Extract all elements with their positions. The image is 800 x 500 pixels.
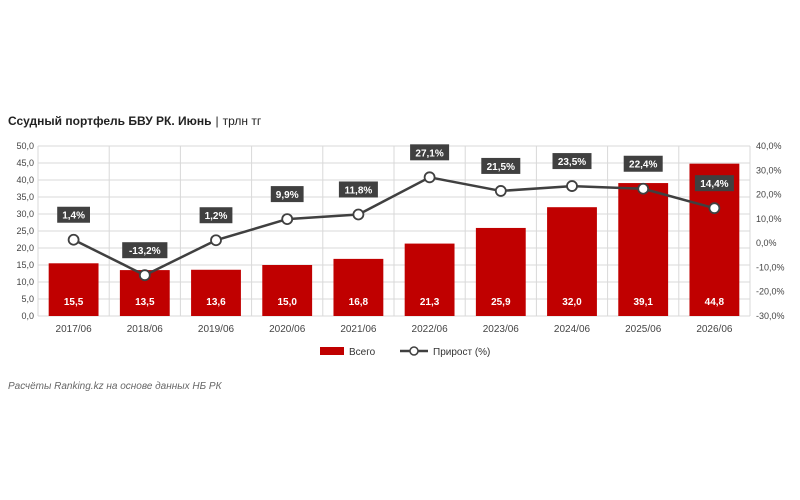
chart-title-main: Ссудный портфель БВУ РК. Июнь <box>8 114 212 128</box>
growth-value-label: 14,4% <box>700 179 728 190</box>
y-left-tick: 40,0 <box>16 175 34 185</box>
y-right-tick: -30,0% <box>756 311 785 321</box>
growth-value-label: 23,5% <box>558 157 586 168</box>
y-left-tick: 35,0 <box>16 192 34 202</box>
source-note: Расчёты Ranking.kz на основе данных НБ Р… <box>8 381 222 392</box>
y-right-tick: 10,0% <box>756 214 782 224</box>
growth-value-label: 22,4% <box>629 160 657 171</box>
growth-value-label: 21,5% <box>487 162 515 173</box>
bar <box>262 265 313 316</box>
x-axis: 2017/06 2018/06 2019/06 2020/06 2021/06 2022/… <box>56 324 733 335</box>
growth-marker <box>566 180 578 192</box>
growth-line <box>73 176 715 277</box>
growth-label-box <box>122 242 168 259</box>
bar-value-label: 44,8 <box>705 297 725 308</box>
bar-value-label: 21,3 <box>420 297 440 308</box>
growth-label-box <box>57 206 90 223</box>
bar <box>475 227 526 316</box>
y-left-tick: 5,0 <box>21 294 34 304</box>
chart-title: Ссудный портфель БВУ РК. Июнь | трлн тг <box>8 114 261 128</box>
y-right-tick: 40,0% <box>756 141 782 151</box>
y-left-tick: 0,0 <box>21 311 34 321</box>
x-tick-label: 2021/06 <box>340 324 377 335</box>
growth-value-label: 11,8% <box>344 185 372 196</box>
legend-label-total: Всего <box>349 347 376 358</box>
x-tick-label: 2026/06 <box>696 324 733 335</box>
y-left-tick: 10,0 <box>16 277 34 287</box>
growth-marker <box>352 208 365 221</box>
growth-label-box <box>694 175 734 192</box>
y-left-tick: 20,0 <box>16 243 34 253</box>
y-right-tick: -10,0% <box>756 262 785 272</box>
line-series: 1,4% -13,2% 1,2% 9,9% 11,8% 27,1% 21,5% 23,5% 22… <box>57 144 734 282</box>
legend-label-growth: Прирост (%) <box>433 347 490 358</box>
y-right-tick: 30,0% <box>756 165 782 175</box>
x-tick-label: 2024/06 <box>554 324 591 335</box>
growth-label-box <box>481 157 521 174</box>
growth-label-box <box>552 153 592 170</box>
y-left-tick: 30,0 <box>16 209 34 219</box>
x-tick-label: 2025/06 <box>625 324 662 335</box>
y-right-tick: -20,0% <box>756 287 785 297</box>
bar <box>191 269 241 316</box>
x-tick-label: 2023/06 <box>483 324 520 335</box>
x-tick-label: 2019/06 <box>198 324 235 335</box>
y-right-tick: 20,0% <box>756 190 782 200</box>
y-left-tick: 15,0 <box>16 260 34 270</box>
growth-label-box <box>270 186 304 203</box>
bar-value-label: 39,1 <box>633 297 653 308</box>
bar-value-label: 15,5 <box>64 297 84 308</box>
growth-marker <box>637 182 650 195</box>
growth-value-label: 9,9% <box>276 190 299 201</box>
x-tick-label: 2018/06 <box>127 324 164 335</box>
bar-series: 15,5 13,5 13,6 15,0 16,8 21,3 25,9 32,0 39,1 44,8 <box>48 163 740 316</box>
y-axis-right: -30,0% -20,0% -10,0% 0,0% 10,0% 20,0% 30,0% 40,… <box>756 141 785 321</box>
bar-value-label: 15,0 <box>277 297 297 308</box>
legend: Всего Прирост (%) <box>320 346 490 358</box>
bar-value-label: 13,6 <box>206 297 226 308</box>
growth-label-box <box>623 155 663 172</box>
bar <box>404 243 455 316</box>
chart-title-unit: трлн тг <box>222 114 262 128</box>
growth-value-label: 1,4% <box>62 211 85 222</box>
x-tick-label: 2020/06 <box>269 324 306 335</box>
y-left-tick: 50,0 <box>16 141 34 151</box>
growth-label-box <box>199 207 233 224</box>
growth-marker <box>138 269 151 282</box>
x-tick-label: 2017/06 <box>56 324 93 335</box>
bar-value-label: 25,9 <box>491 297 511 308</box>
growth-marker <box>494 185 507 197</box>
bar <box>48 263 99 316</box>
y-left-tick: 45,0 <box>16 158 34 168</box>
bar-value-label: 32,0 <box>562 297 582 308</box>
y-left-tick: 25,0 <box>16 226 34 236</box>
growth-value-label: 27,1% <box>415 148 443 159</box>
growth-label-box <box>410 144 450 161</box>
bar-value-label: 16,8 <box>349 297 369 308</box>
growth-value-label: -13,2% <box>129 246 161 257</box>
growth-marker <box>423 171 436 184</box>
x-tick-label: 2022/06 <box>412 324 449 335</box>
title-separator: | <box>215 114 219 128</box>
growth-marker <box>210 234 222 247</box>
growth-marker <box>708 202 721 215</box>
legend-swatch-growth-marker <box>409 346 419 356</box>
growth-marker <box>281 213 294 226</box>
growth-value-label: 1,2% <box>205 211 228 222</box>
y-axis-left: 0,0 5,0 10,0 15,0 20,0 25,0 30,0 35,0 40,0 45,0 50… <box>16 141 34 321</box>
growth-marker <box>67 233 80 246</box>
bar <box>333 258 384 316</box>
bar <box>547 207 597 316</box>
bar <box>618 183 669 316</box>
y-right-tick: 0,0% <box>756 238 777 248</box>
growth-label-box <box>338 181 378 198</box>
bar-value-label: 13,5 <box>135 297 155 308</box>
legend-swatch-total <box>320 347 344 355</box>
